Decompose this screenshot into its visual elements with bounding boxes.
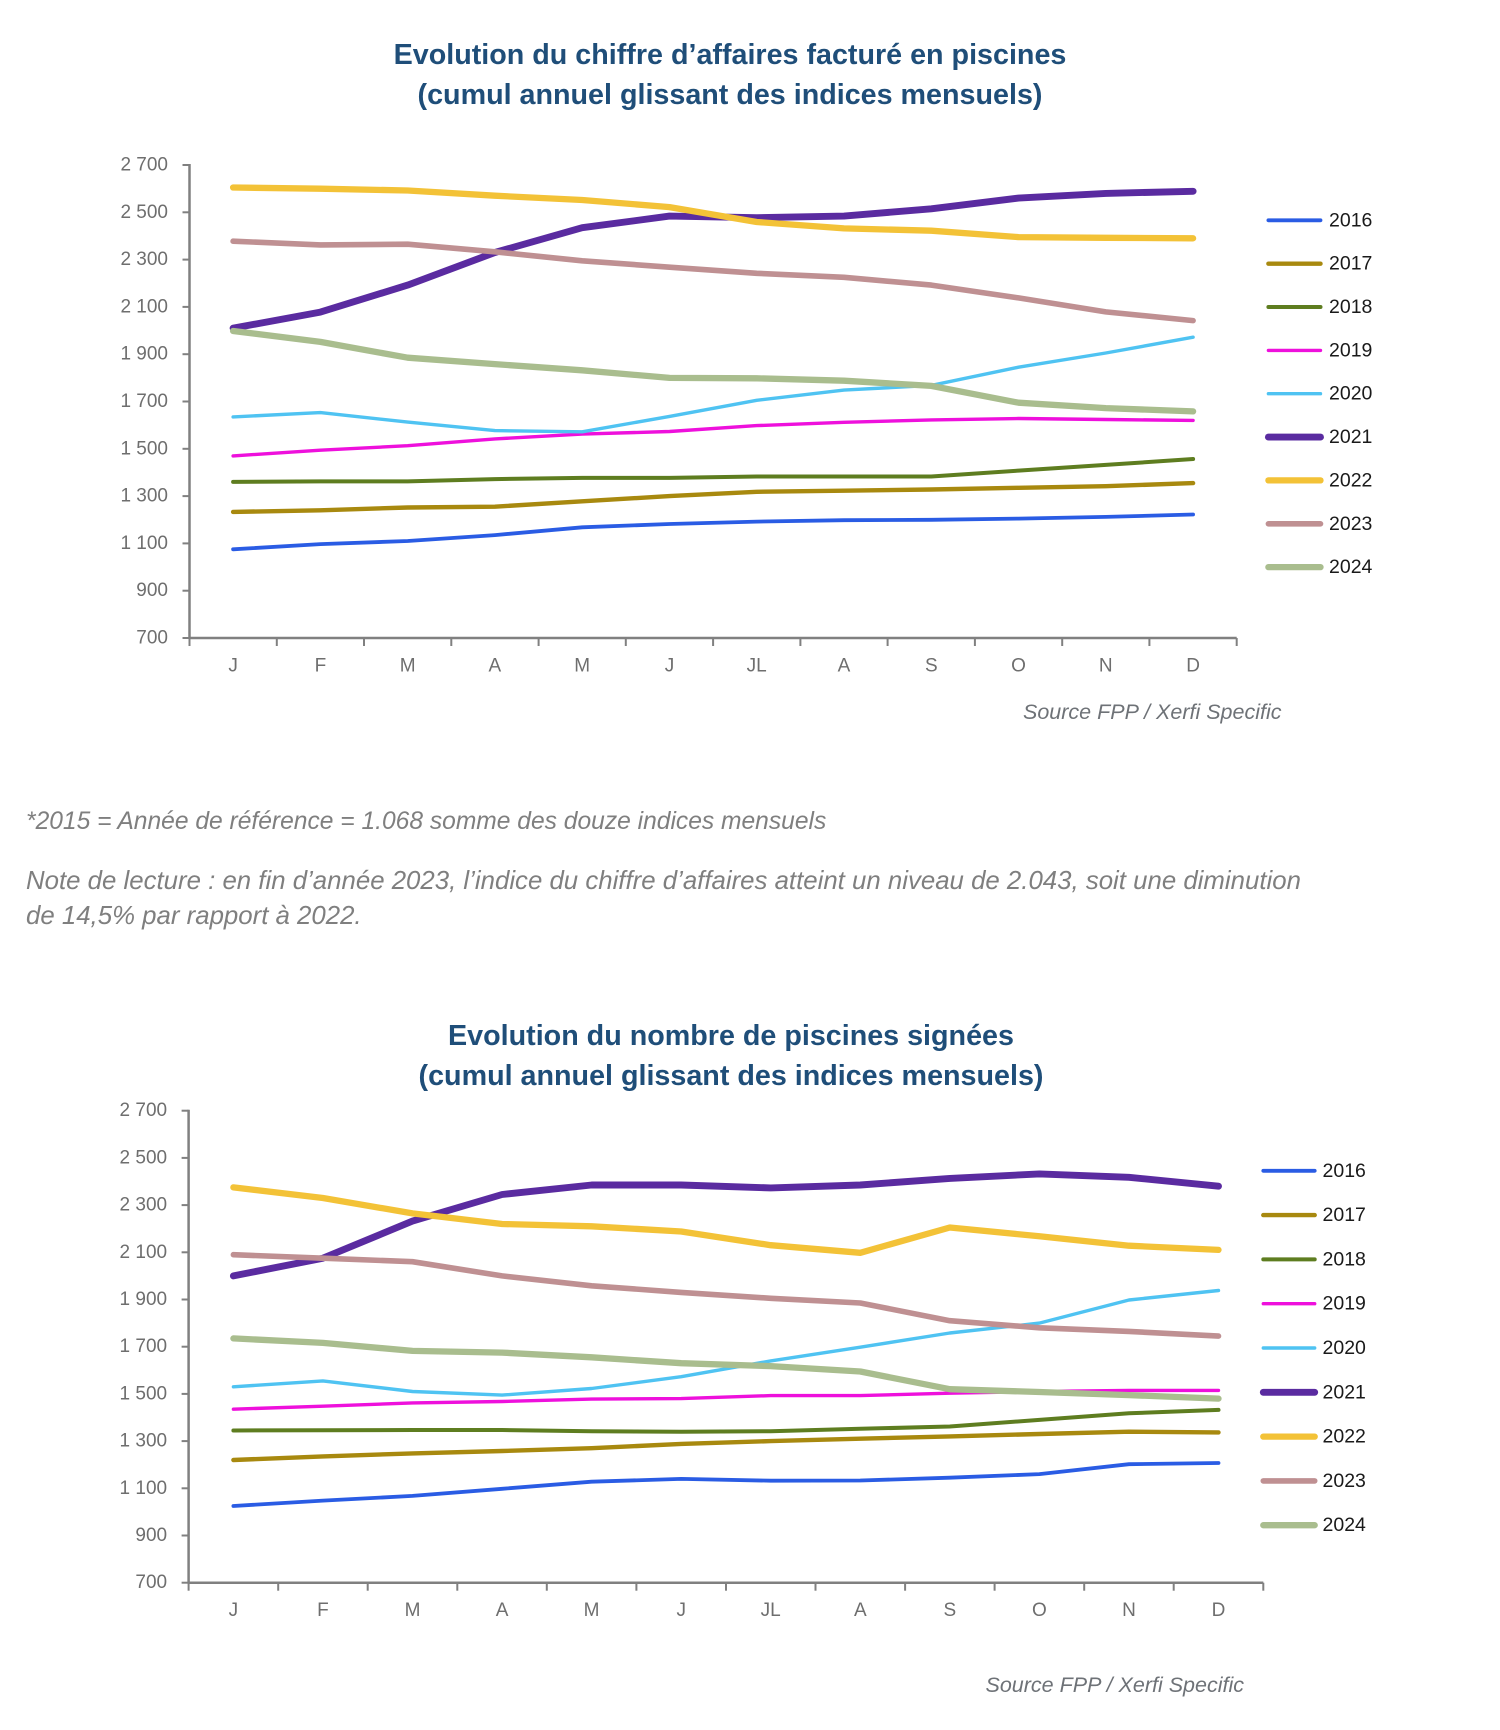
svg-text:2024: 2024 — [1329, 556, 1373, 578]
svg-text:2 100: 2 100 — [120, 296, 168, 317]
svg-text:2017: 2017 — [1323, 1204, 1366, 1226]
svg-text:J: J — [229, 1600, 239, 1621]
svg-text:700: 700 — [136, 628, 168, 649]
svg-text:J: J — [228, 656, 238, 677]
svg-text:2020: 2020 — [1323, 1337, 1367, 1359]
svg-text:2 100: 2 100 — [120, 1242, 168, 1263]
svg-text:N: N — [1099, 656, 1113, 677]
svg-text:1 700: 1 700 — [120, 391, 168, 412]
svg-text:2022: 2022 — [1323, 1426, 1366, 1448]
svg-text:F: F — [317, 1600, 329, 1621]
svg-text:700: 700 — [135, 1572, 167, 1593]
svg-text:1 300: 1 300 — [120, 1431, 168, 1452]
svg-text:2021: 2021 — [1323, 1381, 1366, 1403]
svg-text:D: D — [1212, 1600, 1226, 1621]
svg-text:2024: 2024 — [1323, 1514, 1367, 1536]
svg-text:2019: 2019 — [1323, 1293, 1366, 1315]
svg-text:A: A — [838, 656, 851, 677]
svg-text:2 300: 2 300 — [120, 249, 168, 270]
svg-text:2019: 2019 — [1329, 339, 1372, 361]
svg-text:1 900: 1 900 — [120, 344, 168, 365]
svg-text:O: O — [1032, 1600, 1047, 1621]
svg-text:A: A — [496, 1600, 509, 1621]
svg-text:2017: 2017 — [1329, 253, 1372, 275]
svg-text:1 900: 1 900 — [120, 1289, 168, 1310]
svg-text:2016: 2016 — [1329, 209, 1372, 231]
svg-text:2 700: 2 700 — [120, 155, 168, 176]
svg-text:F: F — [315, 656, 327, 677]
svg-text:M: M — [405, 1600, 421, 1621]
svg-text:2 300: 2 300 — [120, 1195, 168, 1216]
svg-text:J: J — [665, 656, 675, 677]
svg-text:1 500: 1 500 — [120, 438, 168, 459]
svg-text:S: S — [925, 656, 938, 677]
svg-text:A: A — [854, 1600, 867, 1621]
svg-text:S: S — [943, 1600, 956, 1621]
svg-text:O: O — [1011, 656, 1026, 677]
svg-text:2022: 2022 — [1329, 469, 1372, 491]
svg-text:JL: JL — [761, 1600, 781, 1621]
svg-text:1 100: 1 100 — [120, 1478, 168, 1499]
svg-text:2023: 2023 — [1323, 1470, 1366, 1492]
svg-text:M: M — [574, 656, 590, 677]
svg-text:900: 900 — [135, 1525, 167, 1546]
svg-text:2018: 2018 — [1329, 296, 1372, 318]
svg-text:1 300: 1 300 — [120, 486, 168, 507]
svg-text:900: 900 — [136, 580, 168, 601]
svg-text:A: A — [489, 656, 502, 677]
svg-text:D: D — [1186, 656, 1200, 677]
svg-text:2020: 2020 — [1329, 383, 1373, 405]
svg-text:1 100: 1 100 — [120, 533, 168, 554]
svg-text:2016: 2016 — [1323, 1160, 1366, 1182]
svg-text:2 700: 2 700 — [120, 1100, 168, 1121]
svg-text:JL: JL — [747, 656, 767, 677]
svg-text:1 500: 1 500 — [120, 1383, 168, 1404]
svg-text:J: J — [676, 1600, 686, 1621]
svg-text:2018: 2018 — [1323, 1248, 1366, 1270]
svg-text:1 700: 1 700 — [120, 1336, 168, 1357]
svg-text:2021: 2021 — [1329, 426, 1372, 448]
svg-text:N: N — [1122, 1600, 1136, 1621]
svg-text:2 500: 2 500 — [120, 1147, 168, 1168]
svg-text:2023: 2023 — [1329, 513, 1372, 535]
svg-text:M: M — [400, 656, 416, 677]
svg-text:2 500: 2 500 — [120, 202, 168, 223]
svg-text:M: M — [584, 1600, 600, 1621]
